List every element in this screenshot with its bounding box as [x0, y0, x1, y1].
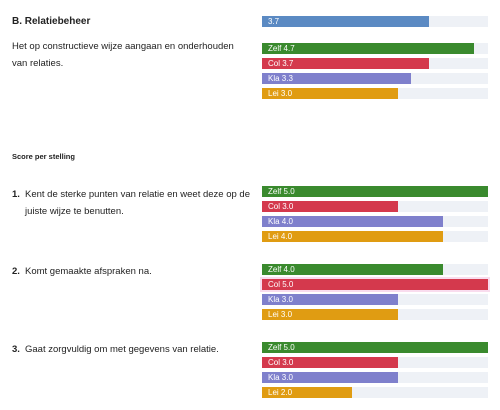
category-bar-group: Zelf 4.7 Col 3.7 Kla 3.3 Lei 3.0	[262, 43, 488, 103]
bar	[262, 294, 398, 305]
bar	[262, 357, 398, 368]
score-per-statement-heading: Score per stelling	[12, 152, 75, 161]
bar	[262, 73, 411, 84]
bar-label: Kla 3.0	[268, 295, 293, 304]
bar	[262, 342, 488, 353]
statement-text: Kent de sterke punten van relatie en wee…	[25, 189, 250, 217]
bar-label: Col 3.0	[268, 358, 294, 367]
bar-track: Zelf 5.0	[262, 186, 488, 197]
bar	[262, 216, 443, 227]
bar-label: Lei 3.0	[268, 89, 293, 98]
statement-number: 2.	[12, 266, 20, 277]
bar-track: Col 3.7	[262, 58, 488, 69]
statement-text: Komt gemaakte afspraken na.	[25, 266, 152, 277]
bar	[262, 186, 488, 197]
bar-label: 3.7	[268, 17, 280, 26]
bar	[262, 264, 443, 275]
bar-track: 3.7	[262, 16, 488, 27]
statement-number: 3.	[12, 344, 20, 355]
bar-label: Col 5.0	[268, 280, 294, 289]
bar-track: Kla 3.0	[262, 372, 488, 383]
statement-text: Gaat zorgvuldig om met gegevens van rela…	[25, 344, 219, 355]
bar-track: Col 5.0	[262, 279, 488, 290]
section-title: B. Relatiebeheer	[12, 16, 91, 27]
bar-track: Col 3.0	[262, 357, 488, 368]
bar	[262, 372, 398, 383]
bar-label: Kla 3.0	[268, 373, 293, 382]
bar-label: Lei 2.0	[268, 388, 293, 397]
bar-label: Kla 3.3	[268, 74, 293, 83]
bar-track: Col 3.0	[262, 201, 488, 212]
bar-label: Zelf 5.0	[268, 187, 295, 196]
bar-label: Col 3.0	[268, 202, 294, 211]
average-bar-group: 3.7	[262, 16, 488, 31]
bar-label: Kla 4.0	[268, 217, 293, 226]
bar-track: Zelf 4.7	[262, 43, 488, 54]
statement-number: 1.	[12, 189, 20, 200]
bar-label: Lei 4.0	[268, 232, 293, 241]
statement-2: 2. Komt gemaakte afspraken na.	[12, 263, 252, 280]
bar	[262, 43, 474, 54]
bar	[262, 231, 443, 242]
bar	[262, 279, 488, 290]
bar-track: Lei 2.0	[262, 387, 488, 398]
bar-track: Lei 4.0	[262, 231, 488, 242]
statement-3-bar-group: Zelf 5.0 Col 3.0 Kla 3.0 Lei 2.0	[262, 342, 488, 402]
bar	[262, 387, 352, 398]
statement-3: 3. Gaat zorgvuldig om met gegevens van r…	[12, 341, 252, 358]
bar	[262, 88, 398, 99]
bar-track: Zelf 5.0	[262, 342, 488, 353]
bar-label: Lei 3.0	[268, 310, 293, 319]
statement-1: 1. Kent de sterke punten van relatie en …	[12, 186, 252, 220]
bar	[262, 309, 398, 320]
bar-track: Zelf 4.0	[262, 264, 488, 275]
bar-label: Col 3.7	[268, 59, 294, 68]
bar-track: Kla 3.0	[262, 294, 488, 305]
bar-track: Lei 3.0	[262, 309, 488, 320]
section-description: Het op constructieve wijze aangaan en on…	[12, 41, 234, 69]
statement-1-bar-group: Zelf 5.0 Col 3.0 Kla 4.0 Lei 4.0	[262, 186, 488, 246]
bar-track: Kla 3.3	[262, 73, 488, 84]
bar-label: Zelf 4.7	[268, 44, 295, 53]
bar-track: Lei 3.0	[262, 88, 488, 99]
statement-2-bar-group: Zelf 4.0 Col 5.0 Kla 3.0 Lei 3.0	[262, 264, 488, 324]
bar-label: Zelf 5.0	[268, 343, 295, 352]
bar	[262, 58, 429, 69]
bar	[262, 201, 398, 212]
bar-label: Zelf 4.0	[268, 265, 295, 274]
bar	[262, 16, 429, 27]
bar-track: Kla 4.0	[262, 216, 488, 227]
